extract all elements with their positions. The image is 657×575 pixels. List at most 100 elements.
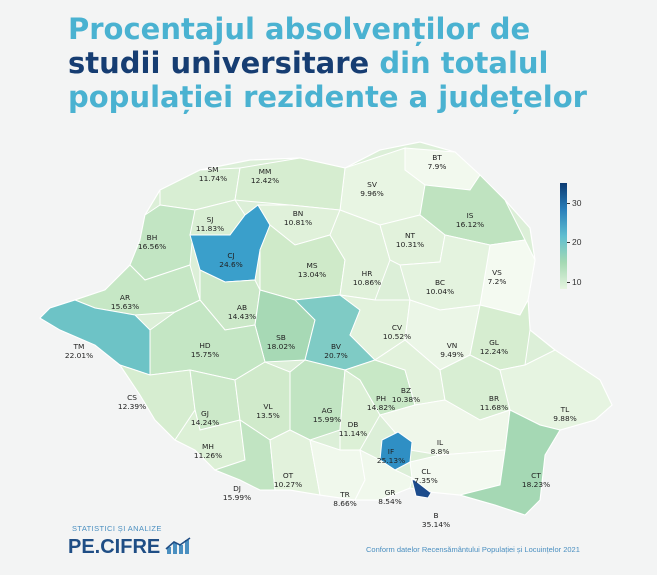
- county-value-CT: 18.23%: [522, 480, 550, 489]
- county-code-HD: HD: [199, 341, 211, 350]
- county-value-OT: 10.27%: [274, 480, 302, 489]
- county-value-BZ: 10.38%: [392, 395, 420, 404]
- county-code-MM: MM: [259, 167, 272, 176]
- county-code-BR: BR: [489, 394, 499, 403]
- county-code-BH: BH: [147, 233, 158, 242]
- county-value-CJ: 24.6%: [219, 260, 242, 269]
- county-value-BH: 16.56%: [138, 242, 166, 251]
- county-code-GR: GR: [385, 488, 396, 497]
- county-code-MS: MS: [306, 261, 317, 270]
- county-code-BZ: BZ: [401, 386, 411, 395]
- title-line-2-bold: studii universitare: [68, 46, 370, 80]
- county-code-BC: BC: [435, 278, 445, 287]
- brand-name: PE.CIFRE: [68, 536, 161, 558]
- county-value-AR: 15.63%: [111, 302, 139, 311]
- county-code-BV: BV: [331, 342, 341, 351]
- county-value-BC: 10.04%: [426, 287, 454, 296]
- county-AG: [289, 359, 346, 441]
- county-value-DJ: 15.99%: [223, 493, 251, 502]
- county-value-VL: 13.5%: [256, 411, 279, 420]
- legend-tick-20: 20: [566, 237, 582, 247]
- county-code-IS: IS: [467, 211, 474, 220]
- county-value-SM: 11.74%: [199, 174, 227, 183]
- county-value-IL: 8.8%: [431, 447, 450, 456]
- county-value-AG: 15.99%: [313, 415, 341, 424]
- county-value-HD: 15.75%: [191, 350, 219, 359]
- county-value-TR: 8.66%: [333, 499, 356, 508]
- county-code-MH: MH: [202, 442, 214, 451]
- source-note: Conform datelor Recensământului Populați…: [366, 545, 580, 554]
- county-HR: [329, 209, 391, 301]
- county-value-SJ: 11.83%: [196, 224, 224, 233]
- county-code-OT: OT: [283, 471, 294, 480]
- county-value-MS: 13.04%: [298, 270, 326, 279]
- county-code-BN: BN: [293, 209, 304, 218]
- county-value-TL: 9.88%: [553, 414, 576, 423]
- county-CT: [458, 409, 561, 516]
- county-code-AG: AG: [322, 406, 333, 415]
- county-value-VN: 9.49%: [440, 350, 463, 359]
- county-code-CL: CL: [421, 467, 431, 476]
- brand-tagline: STATISTICI ȘI ANALIZE: [72, 524, 162, 533]
- county-value-NT: 10.31%: [396, 240, 424, 249]
- county-value-SB: 18.02%: [267, 342, 295, 351]
- county-value-IS: 16.12%: [456, 220, 484, 229]
- county-code-VS: VS: [492, 268, 502, 277]
- county-GR: [354, 449, 413, 501]
- county-code-NT: NT: [405, 231, 416, 240]
- title-line-3: populației rezidente a județelor: [68, 80, 587, 114]
- county-value-DB: 11.14%: [339, 429, 367, 438]
- title-line-2-rest: din totalul: [369, 46, 549, 80]
- legend-tick-30: 30: [566, 198, 582, 208]
- county-value-HR: 10.86%: [353, 278, 381, 287]
- county-value-TM: 22.01%: [65, 351, 93, 360]
- county-code-SV: SV: [367, 180, 377, 189]
- county-code-B: B: [433, 511, 438, 520]
- county-value-IF: 25.13%: [377, 456, 405, 465]
- county-code-BT: BT: [432, 153, 442, 162]
- bar-chart-logo-icon: [165, 537, 191, 554]
- county-code-SM: SM: [207, 165, 218, 174]
- legend-tick-10: 10: [566, 277, 582, 287]
- county-value-GR: 8.54%: [378, 497, 401, 506]
- county-code-CS: CS: [127, 393, 137, 402]
- map-title: Procentajul absolvenților de studii univ…: [68, 12, 628, 114]
- county-code-TM: TM: [73, 342, 85, 351]
- county-value-VS: 7.2%: [488, 277, 507, 286]
- county-labels: SM11.74%MM12.42%BT7.9%SV9.96%SJ11.83%BN1…: [65, 153, 577, 529]
- county-code-VL: VL: [263, 402, 273, 411]
- county-code-DB: DB: [348, 420, 359, 429]
- color-scale-bar: [560, 183, 567, 289]
- county-code-PH: PH: [376, 394, 386, 403]
- county-code-GL: GL: [489, 338, 500, 347]
- county-code-CJ: CJ: [227, 251, 234, 260]
- county-code-VN: VN: [447, 341, 458, 350]
- county-value-AB: 14.43%: [228, 312, 256, 321]
- county-code-SJ: SJ: [207, 215, 214, 224]
- county-code-IL: IL: [437, 438, 444, 447]
- county-code-GJ: GJ: [201, 409, 209, 418]
- title-line-1: Procentajul absolvenților de: [68, 12, 531, 46]
- county-value-CS: 12.39%: [118, 402, 146, 411]
- county-value-PH: 14.82%: [367, 403, 395, 412]
- county-code-DJ: DJ: [233, 484, 241, 493]
- county-value-B: 35.14%: [422, 520, 450, 529]
- county-value-CV: 10.52%: [383, 332, 411, 341]
- county-code-IF: IF: [388, 447, 394, 456]
- county-value-GL: 12.24%: [480, 347, 508, 356]
- county-code-SB: SB: [276, 333, 286, 342]
- county-value-GJ: 14.24%: [191, 418, 219, 427]
- county-code-CV: CV: [392, 323, 402, 332]
- county-code-AB: AB: [237, 303, 247, 312]
- county-code-CT: CT: [531, 471, 541, 480]
- county-value-CL: 7.35%: [414, 476, 437, 485]
- county-value-BN: 10.81%: [284, 218, 312, 227]
- county-code-TR: TR: [339, 490, 350, 499]
- county-code-TL: TL: [560, 405, 571, 414]
- county-code-AR: AR: [120, 293, 130, 302]
- county-value-BR: 11.68%: [480, 403, 508, 412]
- county-code-HR: HR: [362, 269, 373, 278]
- county-value-MM: 12.42%: [251, 176, 279, 185]
- county-value-SV: 9.96%: [360, 189, 383, 198]
